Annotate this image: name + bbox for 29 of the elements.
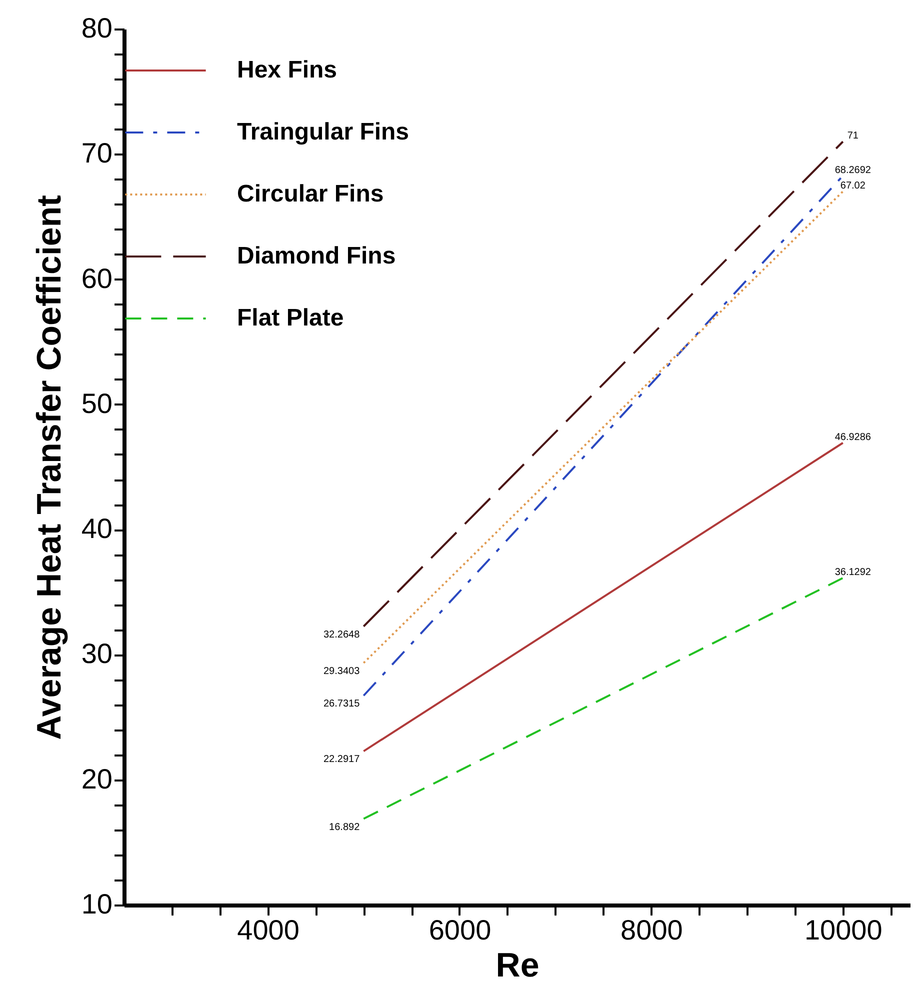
legend-label: Traingular Fins [237,118,410,146]
x-axis-title: Re [496,946,540,981]
data-label: 32.2648 [323,629,360,640]
y-tick-label: 40 [81,513,112,544]
legend-label: Hex Fins [237,56,338,84]
legend-label: Diamond Fins [237,242,396,270]
x-tick-label: 6000 [428,914,492,946]
legend-label: Flat Plate [237,304,344,332]
y-tick-label: 30 [81,638,112,670]
data-label: 16.892 [329,822,360,833]
data-label: 36.1292 [834,567,872,578]
data-label: 29.3403 [323,666,360,677]
data-label: 26.7315 [323,698,360,710]
x-tick-label: 8000 [620,914,683,946]
x-tick-label: 4000 [237,914,300,946]
data-label: 68.2692 [834,164,872,176]
y-tick-label: 60 [81,262,112,294]
y-tick-label: 80 [81,12,112,44]
data-label: 71 [847,130,859,142]
data-label: 67.02 [840,180,866,192]
data-label: 46.9286 [834,432,872,443]
y-tick-label: 10 [81,888,112,920]
legend-label: Circular Fins [237,180,384,208]
y-axis-title: Average Heat Transfer Coefficient [30,195,68,740]
y-tick-label: 70 [81,138,112,169]
data-label: 22.2917 [323,754,360,766]
y-tick-label: 20 [81,763,112,794]
x-tick-label: 10000 [804,914,882,946]
y-tick-label: 50 [81,388,112,419]
